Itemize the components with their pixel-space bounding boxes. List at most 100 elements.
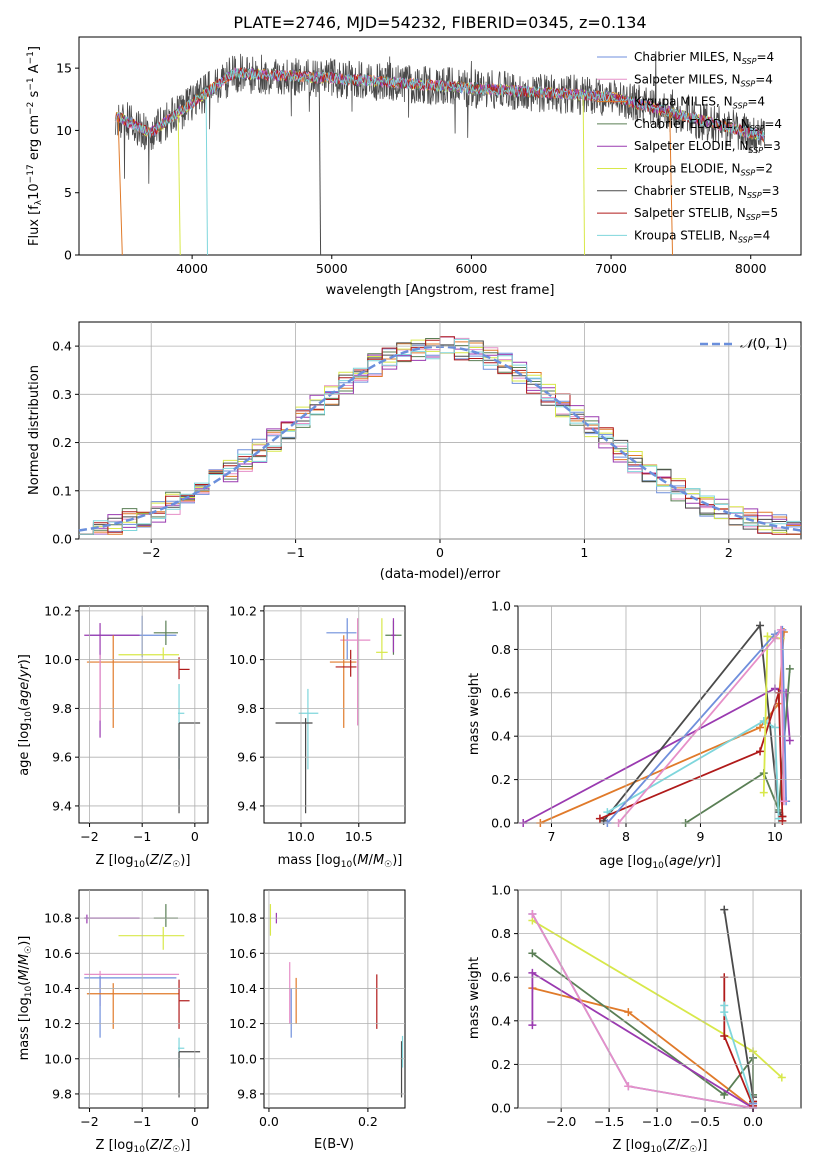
weight-point-marker xyxy=(778,816,787,825)
y-tick-label: 10 xyxy=(56,123,72,138)
spectrum-legend: Chabrier MILES, NSSP=4 Salpeter MILES, NS… xyxy=(597,50,782,244)
legend-label: Kroupa ELODIE, NSSP=2 xyxy=(634,162,773,178)
y-tick-label: 10.4 xyxy=(44,981,72,996)
weight-point-marker xyxy=(759,788,768,797)
x-tick-label: 6000 xyxy=(456,261,488,276)
residuals-panel: −2 −1 0 1 2 0.0 0.1 0.2 0.3 0.4 (data-model)/erro… xyxy=(27,321,802,582)
weight-point-marker xyxy=(756,621,765,630)
legend-label: Chabrier MILES, NSSP=4 xyxy=(634,50,774,66)
spectrum-axes-frame xyxy=(78,36,802,256)
y-tick-label: 10.6 xyxy=(229,946,257,961)
legend-label: Salpeter STELIB, NSSP=5 xyxy=(634,206,778,222)
mass-vs-metallicity-panel: −2 −1 0 9.8 10.0 10.2 10.4 10.6 10.8 Z [log10(Z/… xyxy=(17,889,209,1155)
weight-vs-z-x-label: Z [log10(Z/Z☉)] xyxy=(613,1138,708,1155)
y-tick-label: 0.3 xyxy=(52,387,72,402)
age-vs-mass-ticks: 10.0 10.5 9.4 9.6 9.8 10.0 10.2 xyxy=(229,603,405,844)
x-tick-label: 10.5 xyxy=(345,829,373,844)
weight-vs-age-panel: 7 8 9 10 0.0 0.2 0.4 0.6 0.8 1.0 age [log10(age/y… xyxy=(467,599,802,871)
weight-point-marker xyxy=(528,1021,537,1030)
x-tick-label: 8000 xyxy=(735,261,767,276)
weight-point-marker xyxy=(785,664,794,673)
x-tick-label: −1.5 xyxy=(594,1114,624,1129)
weight-series-line xyxy=(617,627,785,824)
weight-point-marker xyxy=(528,949,537,958)
age-vs-metallicity-panel: −2 −1 0 9.4 9.6 9.8 10.0 10.2 Z [log10(Z/Z☉)] a… xyxy=(17,603,209,870)
weight-point-marker xyxy=(624,1082,633,1091)
x-tick-label: 10 xyxy=(767,829,783,844)
x-tick-label: −1 xyxy=(286,545,304,560)
weight-point-marker xyxy=(720,1090,729,1099)
y-tick-label: 9.8 xyxy=(52,1086,72,1101)
weight-series-line xyxy=(602,623,784,822)
y-tick-label: 0.8 xyxy=(491,642,511,657)
y-tick-label: 0.0 xyxy=(491,816,511,831)
weight-point-marker xyxy=(756,747,765,756)
y-tick-label: 5 xyxy=(64,185,72,200)
weight-point-marker xyxy=(720,905,729,914)
x-tick-label: 0.2 xyxy=(358,1114,378,1129)
spectrum-dropout-line xyxy=(318,77,322,255)
mass-vs-z-ticks: −2 −1 0 9.8 10.0 10.2 10.4 10.6 10.8 xyxy=(44,890,208,1129)
x-tick-label: 1 xyxy=(580,545,588,560)
x-tick-label: 4000 xyxy=(176,261,208,276)
weight-vs-age-y-label: mass weight xyxy=(467,673,482,755)
y-tick-label: 10.6 xyxy=(44,946,72,961)
weight-point-marker xyxy=(777,1073,786,1082)
weight-vs-z-y-label: mass weight xyxy=(467,957,482,1039)
legend-label: Kroupa STELIB, NSSP=4 xyxy=(634,228,770,244)
x-tick-label: 7 xyxy=(548,829,556,844)
y-tick-label: 9.8 xyxy=(237,1086,257,1101)
legend-label: Salpeter ELODIE, NSSP=3 xyxy=(634,139,781,155)
y-tick-label: 10.0 xyxy=(229,1051,257,1066)
mass-vs-z-x-label: Z [log10(Z/Z☉)] xyxy=(96,1138,191,1155)
spectrum-dropout-line xyxy=(205,93,208,255)
x-tick-label: 8 xyxy=(622,829,630,844)
y-tick-label: 0.1 xyxy=(52,483,72,498)
x-tick-label: −2.0 xyxy=(546,1114,576,1129)
mass-vs-z-y-label: mass [log10(M/M☉)] xyxy=(17,936,34,1061)
residuals-x-label: (data-model)/error xyxy=(380,567,501,582)
weight-vs-z-ticks: −2.0 −1.5 −1.0 −0.5 0.0 0.0 0.2 0.4 0.6 0.8 1.0 xyxy=(491,883,801,1129)
y-tick-label: 15 xyxy=(56,61,72,76)
weight-vs-age-x-label: age [log10(age/yr)] xyxy=(599,854,721,871)
y-tick-label: 1.0 xyxy=(491,883,511,898)
x-tick-label: 0.0 xyxy=(743,1114,763,1129)
x-tick-label: −0.5 xyxy=(690,1114,720,1129)
residuals-ticks: −2 −1 0 1 2 0.0 0.1 0.2 0.3 0.4 xyxy=(52,322,801,560)
weight-point-marker xyxy=(776,625,785,634)
x-tick-label: −1 xyxy=(133,829,151,844)
x-tick-label: −1 xyxy=(133,1114,151,1129)
y-tick-label: 0.4 xyxy=(52,339,72,354)
x-tick-label: −1.0 xyxy=(642,1114,672,1129)
spectrum-dropout-line xyxy=(669,112,674,255)
y-tick-label: 10.0 xyxy=(229,652,257,667)
age-vs-z-y-label: age [log10(age/yr)] xyxy=(17,654,34,776)
legend-label: Chabrier STELIB, NSSP=3 xyxy=(634,184,779,200)
weight-point-marker xyxy=(779,797,788,806)
mass-vs-ebv-plot xyxy=(269,904,404,1098)
y-tick-label: 10.2 xyxy=(44,1016,72,1031)
age-vs-z-x-label: Z [log10(Z/Z☉)] xyxy=(96,853,191,870)
x-tick-label: 7000 xyxy=(595,261,627,276)
x-tick-label: 5000 xyxy=(316,261,348,276)
spectrum-dropout-line xyxy=(117,116,123,255)
weight-vs-z-axes-frame xyxy=(517,889,802,1109)
y-tick-label: 10.0 xyxy=(44,1051,72,1066)
weight-point-marker xyxy=(759,717,768,726)
x-tick-label: 0 xyxy=(191,829,199,844)
weight-series-line xyxy=(522,687,791,824)
spectrum-lines xyxy=(114,51,766,255)
y-tick-label: 9.8 xyxy=(237,701,257,716)
y-tick-label: 0.6 xyxy=(491,970,511,985)
spectrum-dropout-line xyxy=(177,112,181,255)
y-tick-label: 9.4 xyxy=(52,798,72,813)
spectrum-x-label: wavelength [Angstrom, rest frame] xyxy=(326,283,555,298)
weight-point-marker xyxy=(624,1008,633,1017)
spectrum-dropout-line xyxy=(582,95,586,255)
weight-point-marker xyxy=(720,1032,729,1041)
y-tick-label: 0.0 xyxy=(52,532,72,547)
age-vs-z-ticks: −2 −1 0 9.4 9.6 9.8 10.0 10.2 xyxy=(44,603,208,844)
weight-point-marker xyxy=(528,968,537,977)
age-vs-mass-axes-frame xyxy=(263,605,406,824)
